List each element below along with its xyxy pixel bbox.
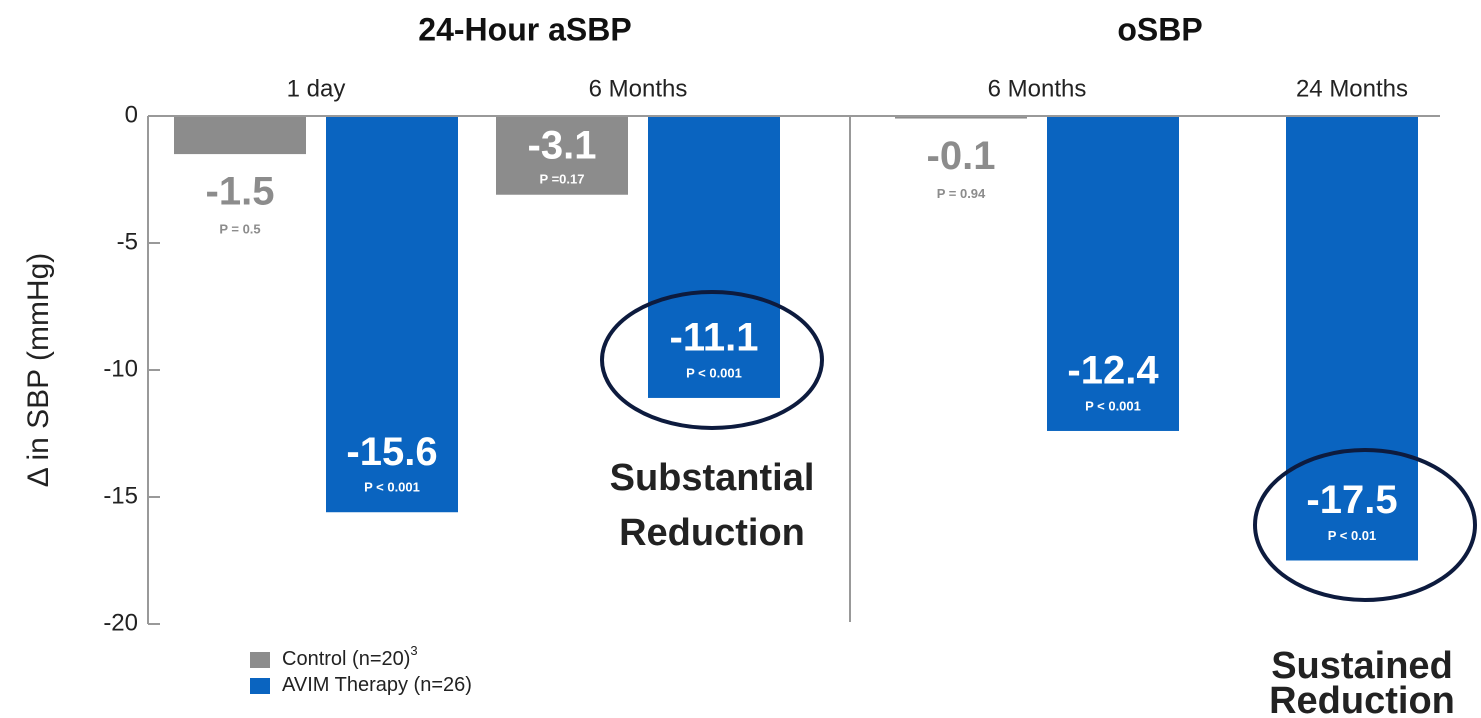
bar <box>326 116 458 513</box>
group-title: 24-Hour aSBP <box>418 11 631 47</box>
annotation: Reduction <box>619 512 805 554</box>
legend-footnote: 3 <box>410 643 417 658</box>
value-label: -12.4 <box>1067 349 1159 393</box>
bar <box>895 116 1027 119</box>
legend-label: Control (n=20)3 <box>282 643 418 670</box>
value-label: -11.1 <box>670 316 759 360</box>
x-tick-label: 6 Months <box>988 75 1087 102</box>
y-tick-label: -10 <box>103 355 138 382</box>
legend-name: Control (n=20) <box>282 648 410 670</box>
annotation: Substantial <box>610 457 815 499</box>
legend-name: AVIM Therapy (n=26) <box>282 674 472 696</box>
p-value-label: P < 0.001 <box>364 480 420 495</box>
x-tick-label: 6 Months <box>589 75 688 102</box>
value-label: -1.5 <box>206 170 275 214</box>
p-value-label: P < 0.001 <box>686 365 742 380</box>
annotation: Reduction <box>1269 680 1455 718</box>
y-tick-label: -20 <box>103 609 138 636</box>
legend-swatch <box>250 652 270 668</box>
p-value-label: P < 0.001 <box>1085 398 1141 413</box>
legend-swatch <box>250 678 270 694</box>
value-label: -15.6 <box>346 430 437 474</box>
bar <box>496 116 628 195</box>
legend-label: AVIM Therapy (n=26) <box>282 674 472 696</box>
p-value-label: P = 0.5 <box>219 222 260 237</box>
highlight-ellipse <box>1253 448 1477 602</box>
value-label: -3.1 <box>528 124 597 168</box>
group-title: oSBP <box>1117 11 1202 47</box>
bar <box>174 116 306 155</box>
p-value-label: P = 0.94 <box>937 186 986 201</box>
p-value-label: P < 0.01 <box>1328 528 1377 543</box>
p-value-label: P =0.17 <box>540 171 585 186</box>
value-label: -17.5 <box>1306 478 1397 522</box>
annotation: Sustained <box>1271 645 1453 687</box>
highlight-ellipse <box>600 290 824 430</box>
y-tick-label: 0 <box>125 101 138 128</box>
bar <box>648 116 780 398</box>
x-tick-label: 24 Months <box>1296 75 1408 102</box>
bar <box>1286 116 1418 561</box>
y-tick-label: -5 <box>117 228 138 255</box>
marks <box>174 116 1418 561</box>
y-tick-label: -15 <box>103 482 138 509</box>
bar <box>1047 116 1179 431</box>
x-tick-label: 1 day <box>287 75 346 102</box>
value-label: -0.1 <box>927 134 996 178</box>
y-axis-label: Δ in SBP (mmHg) <box>22 253 55 488</box>
